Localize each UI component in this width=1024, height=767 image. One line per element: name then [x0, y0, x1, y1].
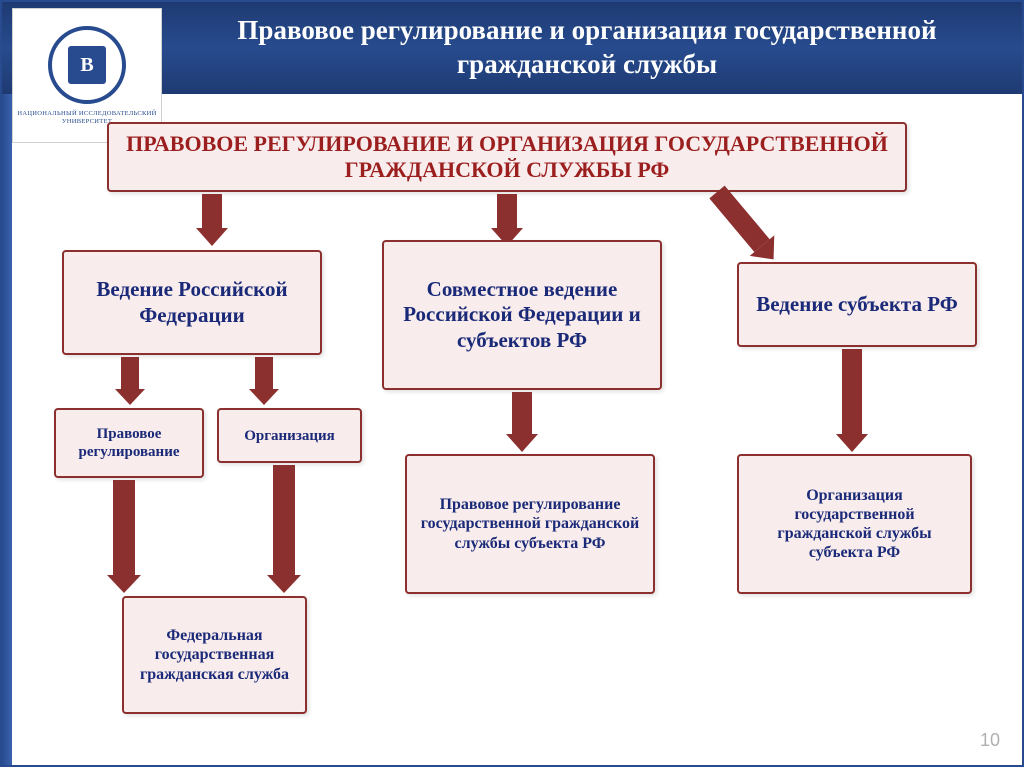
level2-left-reg: Правовое регулирование — [54, 408, 204, 478]
page-number: 10 — [980, 730, 1000, 751]
level3-federal: Федеральная государственная гражданская … — [122, 596, 307, 714]
slide: Правовое регулирование и организация гос… — [0, 0, 1024, 767]
level2-right: Организация государственной гражданской … — [737, 454, 972, 594]
left-stripe — [2, 94, 12, 765]
main-box: ПРАВОВОЕ РЕГУЛИРОВАНИЕ И ОРГАНИЗАЦИЯ ГОС… — [107, 122, 907, 192]
level2-left-org: Организация — [217, 408, 362, 463]
logo-caption-2: УНИВЕРСИТЕТ — [62, 118, 112, 125]
level1-left: Ведение Российской Федерации — [62, 250, 322, 355]
level2-center: Правовое регулирование государственной г… — [405, 454, 655, 594]
logo-ring-icon: В — [48, 26, 126, 104]
logo-inner-icon: В — [68, 46, 106, 84]
level1-right: Ведение субъекта РФ — [737, 262, 977, 347]
slide-title: Правовое регулирование и организация гос… — [172, 14, 1002, 82]
level1-center: Совместное ведение Российской Федерации … — [382, 240, 662, 390]
logo-caption-1: НАЦИОНАЛЬНЫЙ ИССЛЕДОВАТЕЛЬСКИЙ — [17, 110, 156, 117]
